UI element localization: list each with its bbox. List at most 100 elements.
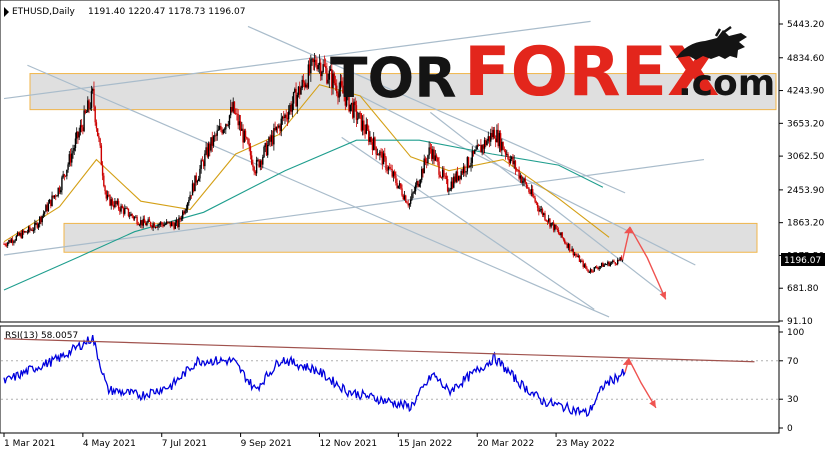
candle-body <box>145 222 147 226</box>
candle-body <box>303 82 306 88</box>
candle-body <box>536 202 539 208</box>
candle-body <box>363 120 365 131</box>
candle-body <box>55 195 57 197</box>
candle-body <box>323 64 326 67</box>
candle-body <box>576 255 578 257</box>
candle-body <box>321 72 323 77</box>
candle-body <box>577 255 579 257</box>
candle-body <box>143 218 146 223</box>
arrowhead <box>649 399 656 408</box>
channel-line <box>27 64 610 318</box>
candle-body <box>95 122 98 129</box>
candle-body <box>19 233 21 236</box>
candle-body <box>530 189 533 195</box>
candle-body <box>43 211 46 214</box>
candle-body <box>488 136 491 142</box>
candle-body <box>167 221 169 223</box>
candle-body <box>605 264 608 266</box>
candle-body <box>27 226 30 233</box>
candle-body <box>423 158 425 174</box>
candle-body <box>37 223 40 228</box>
candle-body <box>381 151 384 165</box>
candle-body <box>560 232 562 236</box>
candle-body <box>76 131 78 139</box>
date-tick-label: 20 Mar 2022 <box>477 439 534 449</box>
candle-body <box>364 130 366 134</box>
arrowhead <box>624 226 634 234</box>
candle-body <box>99 138 101 146</box>
candle-body <box>84 110 87 113</box>
candle-body <box>189 195 191 201</box>
candle-body <box>92 88 94 91</box>
candle-body <box>612 260 614 263</box>
candle-body <box>613 260 615 263</box>
candle-body <box>159 222 162 225</box>
candle-body <box>366 124 369 130</box>
candle-body <box>257 159 259 161</box>
candle-body <box>204 153 206 167</box>
candle-body <box>132 216 135 219</box>
candle-body <box>451 181 454 188</box>
candle-body <box>18 232 20 236</box>
candle-body <box>195 175 197 183</box>
candle-body <box>269 137 271 142</box>
price-tick-label: 4834.60 <box>787 54 824 64</box>
candle-body <box>273 128 275 145</box>
candle-body <box>62 174 64 178</box>
candle-body <box>551 222 554 224</box>
candle-body <box>511 156 513 160</box>
candle-body <box>128 215 131 217</box>
moving-average-line <box>3 139 604 291</box>
candle-body <box>583 264 586 267</box>
candle-body <box>206 147 209 157</box>
rsi-header: RSI(13) 58.0057 <box>5 331 78 341</box>
candle-body <box>422 169 424 174</box>
candle-body <box>458 175 460 181</box>
candle-body <box>116 200 119 205</box>
candle-body <box>441 169 444 178</box>
candle-body <box>286 117 289 120</box>
candle-body <box>491 133 493 138</box>
candle-body <box>448 190 450 192</box>
candle-body <box>450 181 453 190</box>
candle-body <box>392 171 395 177</box>
candle-body <box>234 113 237 114</box>
candle-body <box>581 260 583 262</box>
candle-body <box>340 81 343 86</box>
candle-body <box>52 195 54 198</box>
candle-body <box>609 263 611 267</box>
candle-body <box>483 140 486 149</box>
candle-body <box>32 229 35 231</box>
candle-body <box>565 242 567 245</box>
candle-body <box>535 201 538 203</box>
date-tick-label: 15 Jan 2022 <box>398 439 452 449</box>
candle-body <box>607 261 609 265</box>
candle-body <box>318 62 321 65</box>
date-tick-label: 23 May 2022 <box>556 439 615 449</box>
candle-body <box>278 125 280 128</box>
candle-body <box>141 220 143 226</box>
candle-body <box>620 257 623 261</box>
candle-body <box>409 199 412 204</box>
candle-body <box>307 64 310 88</box>
candle-body <box>82 127 84 132</box>
candle-body <box>375 146 377 155</box>
candle-body <box>96 128 99 137</box>
candle-body <box>619 257 621 261</box>
candle-body <box>188 200 190 204</box>
candle-body <box>227 125 229 126</box>
candle-body <box>302 79 305 83</box>
candle-body <box>389 166 391 169</box>
candle-body <box>517 169 519 171</box>
candle-body <box>46 205 48 211</box>
candle-body <box>25 231 27 233</box>
candle-body <box>40 217 42 223</box>
candle-body <box>21 230 24 239</box>
candle-body <box>106 194 109 199</box>
candle-body <box>177 220 179 227</box>
date-tick-label: 1 Mar 2021 <box>4 439 55 449</box>
candle-body <box>494 138 497 143</box>
candle-body <box>138 224 141 226</box>
candle-body <box>243 130 245 143</box>
candle-body <box>205 147 207 154</box>
